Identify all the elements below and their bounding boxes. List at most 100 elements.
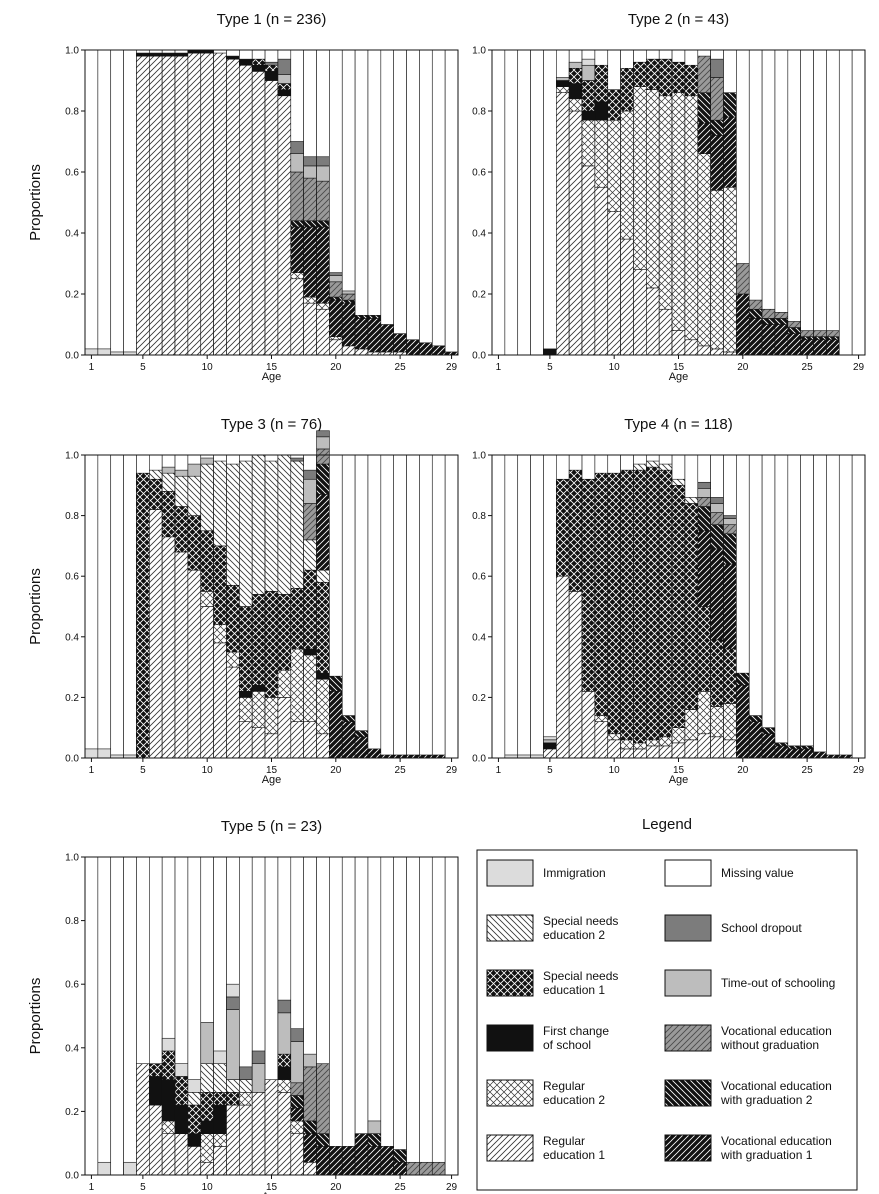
bar-segment-special-needs-education-1-age-16 [684, 64, 699, 97]
bar-segment-school-dropout-age-17 [290, 1028, 304, 1042]
bar-segment-regular-education-1-age-18 [303, 721, 317, 759]
bar-segment-vocational-education-with-graduation-1-age-20 [329, 299, 343, 338]
bar-segment-time-out-of-schooling-age-21 [341, 290, 356, 295]
y-axis-label: Proportions [27, 568, 44, 645]
bar-segment-special-needs-education-2-age-13 [239, 1079, 253, 1093]
bar-segment-vocational-education-without-graduation-age-18 [303, 503, 317, 541]
bar-segment-vocational-education-without-graduation-age-18 [710, 512, 724, 525]
bar-segment-special-needs-education-1-age-14 [251, 58, 266, 66]
legend-title: Legend [642, 816, 692, 833]
bar-segment-regular-education-1-age-15 [671, 330, 686, 356]
legend-swatch [486, 914, 534, 942]
bar-segment-vocational-education-with-graduation-2-age-24 [787, 327, 801, 334]
bar-segment-special-needs-education-2-age-16 [277, 454, 292, 595]
bar-segment-special-needs-education-1-age-11 [213, 545, 227, 625]
bar-segment-vocational-education-with-graduation-1-age-23 [367, 748, 382, 759]
bar-segment-vocational-education-with-graduation-1-age-18 [710, 548, 724, 641]
bar-segment-special-needs-education-1-age-9 [594, 472, 609, 716]
bar-segment-vocational-education-with-graduation-1-age-24 [787, 748, 801, 759]
bar-segment-special-needs-education-2-age-13 [239, 460, 253, 607]
bar-segment-first-change-of-school-age-18 [303, 648, 317, 656]
bar-segment-special-needs-education-1-age-14 [251, 594, 266, 686]
y-tick-label: 1.0 [472, 46, 486, 57]
legend-swatch [486, 969, 534, 997]
bar-segment-first-change-of-school-age-15 [264, 71, 279, 81]
y-tick-label: 0.6 [65, 168, 79, 179]
y-axis-label: Proportions [27, 164, 44, 241]
bar-segment-vocational-education-with-graduation-1-age-22 [354, 318, 369, 350]
y-tick-label: 1.0 [65, 46, 79, 57]
bar-segment-regular-education-2-age-10 [607, 119, 621, 212]
bar-segment-special-needs-education-1-age-12 [226, 584, 240, 653]
legend-label: School dropout [721, 921, 802, 935]
bar-segment-special-needs-education-1-age-9 [594, 64, 609, 103]
bar-segment-vocational-education-with-graduation-1-age-18 [710, 135, 724, 191]
bar-segment-regular-education-2-age-18 [710, 190, 724, 350]
bar-segment-regular-education-2-age-19 [316, 302, 330, 310]
bar-segment-first-change-of-school-age-19 [316, 672, 330, 680]
bar-segment-vocational-education-with-graduation-1-age-18 [303, 226, 317, 298]
panel-title: Type 1 (n = 236) [217, 11, 327, 28]
bar-segment-regular-education-2-age-12 [226, 651, 240, 668]
bar-segment-vocational-education-with-graduation-1-age-24 [380, 324, 394, 353]
bar-segment-regular-education-1-age-12 [633, 269, 647, 356]
bar-segment-regular-education-2-age-10 [607, 733, 621, 741]
bar-segment-special-needs-education-1-age-15 [671, 484, 686, 728]
bar-segment-vocational-education-with-graduation-2-age-20 [329, 296, 343, 301]
bar-segment-first-change-of-school-age-9 [187, 1133, 202, 1147]
bar-segment-regular-education-1-age-6 [556, 92, 570, 356]
bar-column-age-23 [774, 49, 789, 356]
bar-segment-regular-education-1-age-6 [149, 55, 163, 356]
bar-segment-regular-education-1-age-6 [149, 1104, 163, 1176]
bar-segment-special-needs-education-1-age-13 [646, 466, 660, 741]
legend-swatch [486, 859, 534, 887]
bar-segment-school-dropout-age-19 [316, 156, 330, 167]
bar-segment-vocational-education-with-graduation-1-age-24 [787, 333, 801, 356]
legend-label: with graduation 1 [720, 1148, 813, 1162]
bar-segment-regular-education-1-age-8 [581, 165, 596, 356]
legend-swatch [664, 1134, 712, 1162]
bar-segment-school-dropout-age-14 [251, 1050, 266, 1064]
bar-column-age-29 [444, 856, 459, 1176]
bar-segment-regular-education-1-age-9 [187, 52, 202, 356]
panel-type-5: Type 5 (n = 23)0.00.20.40.60.81.01 5 10 15 2… [27, 818, 459, 1194]
bar-segment-special-needs-education-1-age-8 [174, 506, 189, 553]
bar-segment-regular-education-2-age-16 [684, 95, 699, 341]
y-tick-label: 0.8 [472, 107, 486, 118]
bar-segment-regular-education-1-age-12 [633, 748, 647, 759]
bar-segment-special-needs-education-2-age-13 [646, 460, 660, 468]
bar-segment-first-change-of-school-age-6 [149, 52, 163, 57]
bar-segment-special-needs-education-1-age-7 [568, 68, 583, 84]
bar-segment-vocational-education-with-graduation-1-age-19 [723, 116, 737, 188]
bar-column-age-27 [826, 454, 840, 759]
bar-segment-special-needs-education-1-age-6 [149, 478, 163, 510]
bar-segment-special-needs-education-1-age-15 [671, 61, 686, 94]
bar-segment-regular-education-1-age-9 [187, 569, 202, 759]
bar-segment-regular-education-1-age-8 [174, 1133, 189, 1176]
panel-title: Type 3 (n = 76) [221, 416, 322, 433]
bar-segment-vocational-education-with-graduation-2-age-21 [748, 308, 763, 319]
bar-segment-regular-education-1-age-16 [684, 339, 699, 356]
bar-segment-vocational-education-without-graduation-age-26 [813, 330, 827, 338]
bar-segment-vocational-education-with-graduation-2-age-20 [329, 675, 343, 692]
legend-label: with graduation 2 [720, 1093, 813, 1107]
bar-segment-regular-education-1-age-10 [607, 739, 621, 759]
bar-segment-regular-education-2-age-11 [620, 110, 634, 240]
bar-segment-regular-education-1-age-5 [136, 55, 150, 356]
bar-segment-school-dropout-age-16 [277, 999, 292, 1014]
bar-column-age-1 [84, 49, 99, 356]
bar-column-age-3 [110, 454, 124, 759]
bar-column-age-24 [787, 454, 801, 759]
bar-column-age-21 [341, 454, 356, 759]
bar-segment-regular-education-1-age-10 [200, 606, 214, 759]
bar-segment-regular-education-1-age-13 [646, 287, 660, 356]
bar-segment-special-needs-education-1-age-12 [226, 1092, 240, 1106]
bar-segment-regular-education-1-age-14 [251, 727, 266, 759]
bar-segment-time-out-of-schooling-age-18 [710, 503, 724, 513]
bar-segment-special-needs-education-1-age-5 [136, 472, 150, 759]
